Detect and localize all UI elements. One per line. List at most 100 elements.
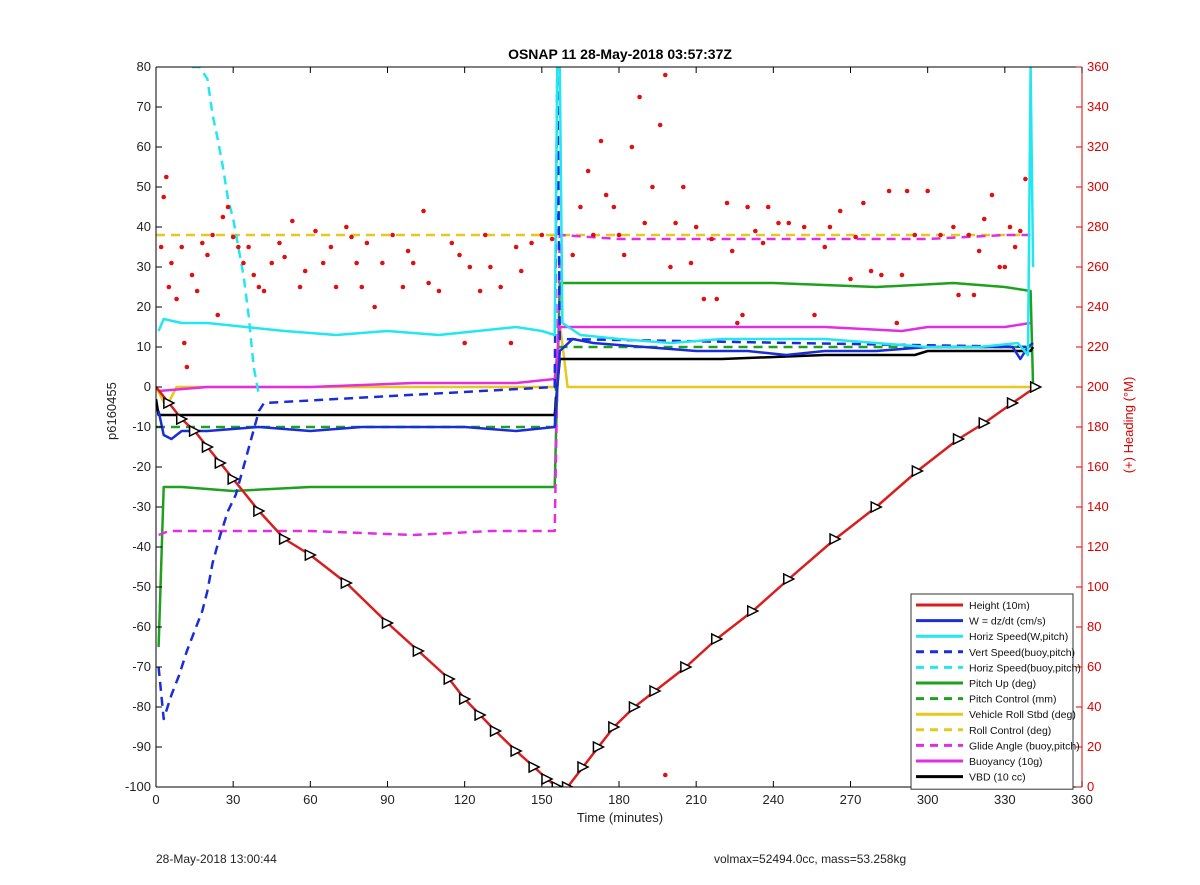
heading-point (421, 208, 426, 214)
heading-point (701, 296, 707, 302)
heading-point (837, 208, 843, 214)
height-marker (443, 672, 456, 686)
heading-point (513, 244, 519, 250)
legend-label: VBD (10 cc) (969, 772, 1026, 784)
heading-point (426, 280, 431, 286)
plot-area (156, 67, 1043, 787)
heading-point (989, 192, 995, 198)
x-tick-label: 240 (762, 792, 784, 807)
height-marker (577, 760, 590, 774)
heading-point (1017, 228, 1023, 234)
series-line-11 (156, 346, 1035, 417)
heading-point (290, 218, 295, 224)
height-marker (628, 700, 642, 714)
heading-point (650, 184, 655, 190)
x-tick-label: 60 (303, 792, 317, 807)
heading-point (629, 144, 635, 150)
heading-point (313, 228, 318, 234)
height-marker (227, 472, 240, 486)
heading-point (801, 224, 807, 230)
heading-point (760, 240, 766, 246)
x-tick-label: 180 (608, 792, 630, 807)
heading-point (518, 268, 524, 274)
y-left-tick-label: 0 (144, 379, 151, 394)
height-marker (710, 632, 724, 646)
heading-point (189, 272, 195, 278)
heading-point (886, 188, 892, 194)
heading-point (194, 288, 200, 294)
heading-point (161, 194, 167, 200)
heading-point (765, 204, 771, 210)
heading-point (372, 304, 377, 310)
heading-point (611, 204, 617, 210)
height-marker (592, 740, 606, 754)
y-left-tick-label: 60 (137, 139, 151, 154)
height-marker (978, 416, 991, 430)
heading-point (364, 240, 370, 246)
x-tick-label: 0 (152, 792, 159, 807)
y-left-tick-label: -30 (132, 499, 151, 514)
heading-point (753, 228, 758, 234)
series-line-3 (157, 67, 1031, 721)
series-line-9 (158, 233, 1031, 537)
heading-point (663, 72, 668, 78)
legend-label: Roll Control (deg) (969, 725, 1051, 737)
legend-label: Horiz Speed(buoy,pitch) (969, 662, 1081, 674)
legend-label: Pitch Control (mm) (969, 694, 1057, 706)
height-marker (911, 464, 925, 478)
heading-point (1012, 244, 1018, 250)
heading-point (976, 248, 982, 254)
heading-point (673, 220, 678, 226)
series-line-4 (192, 67, 261, 396)
heading-point (436, 288, 442, 294)
y-left-tick-label: -100 (125, 779, 151, 794)
y-left-tick-label: 70 (137, 99, 151, 114)
x-axis-label: Time (minutes) (576, 810, 664, 825)
legend-label: W = dz/dt (cm/s) (969, 616, 1046, 628)
heading-point (256, 284, 262, 290)
heading-point (578, 204, 583, 210)
height-marker (214, 456, 227, 470)
heading-point (729, 248, 735, 254)
heading-point (333, 284, 339, 290)
heading-point (449, 240, 455, 246)
heading-point (570, 252, 575, 258)
heading-point (693, 224, 699, 230)
heading-point (956, 292, 961, 298)
heading-point (169, 260, 174, 266)
heading-point (328, 244, 334, 250)
heading-point (230, 234, 236, 240)
heading-point (1002, 264, 1008, 270)
y-right-tick-label: 20 (1087, 739, 1101, 754)
heading-point (405, 248, 411, 254)
heading-point (508, 340, 514, 346)
height-marker (608, 720, 621, 734)
x-tick-label: 330 (994, 792, 1016, 807)
heading-point (745, 204, 750, 210)
y-left-tick-label: 40 (137, 219, 151, 234)
heading-point (827, 224, 833, 230)
height-marker (528, 760, 541, 774)
heading-point (282, 254, 287, 260)
heading-point (462, 340, 467, 346)
x-tick-label: 90 (380, 792, 394, 807)
heading-point (163, 174, 169, 180)
heading-point (529, 240, 534, 246)
heading-point (277, 240, 282, 246)
height-marker (201, 440, 215, 454)
legend-label: Glide Angle (buoy,pitch) (969, 740, 1080, 752)
height-marker (253, 504, 266, 518)
heading-point (616, 232, 622, 238)
heading-point (179, 244, 185, 250)
series-line-10 (158, 321, 1031, 393)
heading-point (302, 268, 308, 274)
y-axis-right-label: (+) Heading (°M) (1121, 376, 1136, 474)
heading-point (205, 252, 210, 258)
heading-point (225, 204, 231, 210)
x-tick-label: 210 (685, 792, 707, 807)
heading-point (590, 232, 596, 238)
heading-point (657, 122, 663, 128)
heading-point (166, 284, 172, 290)
y-left-tick-label: 80 (137, 59, 151, 74)
heading-point (822, 244, 828, 250)
